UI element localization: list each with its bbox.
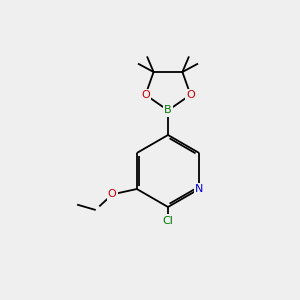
Text: N: N: [195, 184, 203, 194]
Text: Cl: Cl: [163, 215, 173, 226]
Text: O: O: [186, 90, 195, 100]
Text: O: O: [108, 189, 117, 200]
Text: B: B: [164, 105, 172, 116]
Text: O: O: [141, 90, 150, 100]
